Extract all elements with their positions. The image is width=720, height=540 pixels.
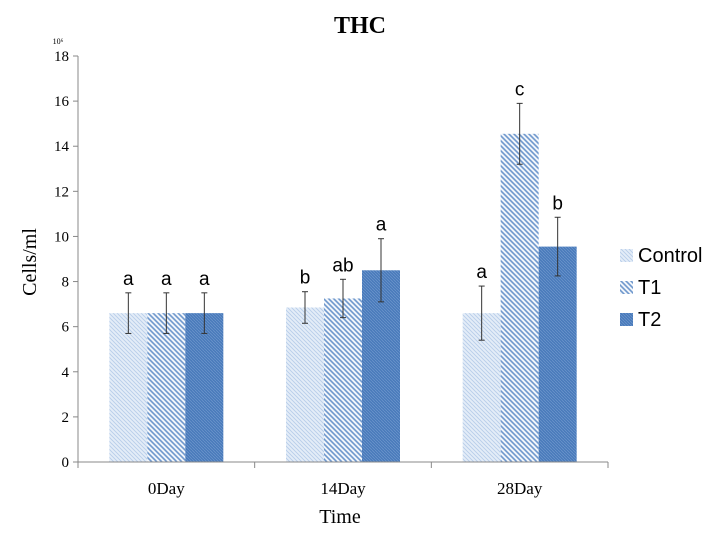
y-axis-ticks: 0 2 4 6 8 10 12 14 16 18 — [54, 49, 78, 471]
legend-swatch-t2 — [620, 313, 633, 326]
bar-control-0day — [109, 313, 148, 462]
y-tick-label: 4 — [62, 365, 70, 381]
bar-t1-28day — [500, 133, 539, 463]
significance-label: b — [552, 193, 563, 214]
x-tick-label: 14Day — [320, 479, 366, 498]
y-axis-label: Cells/ml — [19, 228, 41, 296]
bar-control-14day — [286, 307, 324, 462]
bars — [109, 133, 577, 463]
bar-t2-28day — [538, 246, 577, 462]
legend-label-t2: T2 — [638, 309, 661, 331]
y-tick-label: 2 — [62, 410, 70, 426]
x-axis-label: Time — [319, 506, 361, 528]
bar-t1-0day — [147, 313, 186, 462]
y-tick-label: 14 — [54, 139, 70, 155]
significance-label: a — [199, 269, 210, 290]
x-axis-tick-labels: 0Day 14Day 28Day — [77, 462, 609, 498]
significance-label: a — [123, 269, 134, 290]
legend: Control T1 T2 — [620, 245, 702, 331]
y-axis-multiplier: 10⁶ — [53, 37, 64, 46]
chart-title: THC — [334, 13, 386, 39]
y-tick-label: 6 — [62, 320, 70, 336]
legend-swatch-t1 — [620, 281, 633, 294]
significance-label: a — [376, 215, 387, 236]
bar-t2-0day — [185, 313, 224, 462]
significance-label: ab — [332, 255, 353, 276]
y-tick-label: 12 — [54, 184, 69, 200]
legend-swatch-control — [620, 249, 633, 262]
significance-label: c — [515, 79, 525, 100]
legend-label-control: Control — [638, 245, 702, 267]
y-tick-label: 10 — [54, 229, 69, 245]
y-tick-label: 16 — [54, 94, 70, 110]
bar-t1-14day — [324, 298, 362, 462]
significance-label: a — [161, 269, 172, 290]
legend-label-t1: T1 — [638, 277, 661, 299]
y-tick-label: 0 — [62, 455, 70, 471]
y-tick-label: 8 — [62, 275, 70, 291]
y-tick-label: 18 — [54, 49, 69, 65]
x-tick-label: 0Day — [148, 479, 185, 498]
x-tick-label: 28Day — [497, 479, 543, 498]
significance-label: b — [300, 268, 311, 289]
significance-label: a — [476, 262, 487, 283]
error-bars — [125, 102, 561, 341]
